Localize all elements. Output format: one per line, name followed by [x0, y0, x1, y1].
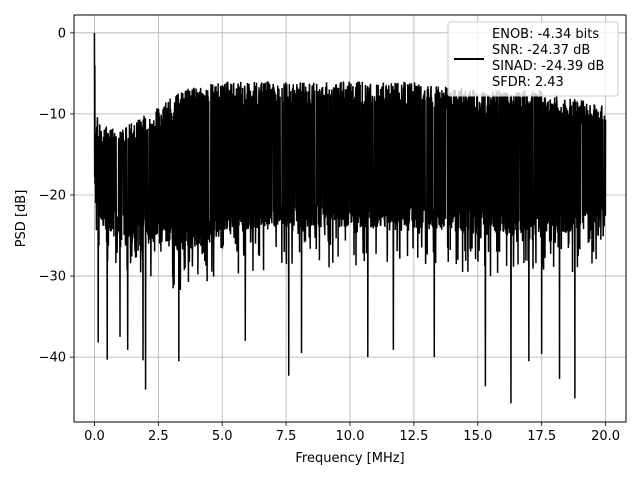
legend-entry-sfdr: SFDR: 2.43 — [492, 75, 564, 90]
legend-box — [447, 21, 619, 97]
legend-entry-sinad: SINAD: -24.39 dB — [492, 59, 604, 74]
y-axis-label: PSD [dB] — [14, 190, 29, 248]
x-tick-label: 20.0 — [591, 429, 620, 444]
x-tick-label: 5.0 — [212, 429, 233, 444]
legend: ENOB: -4.34 bits SNR: -24.37 dB SINAD: -… — [447, 21, 619, 97]
x-axis: 0.0 2.5 5.0 7.5 10.0 12.5 15.0 17.5 20.0 — [84, 422, 620, 444]
y-tick-label: −20 — [39, 188, 66, 203]
y-tick-label: −40 — [39, 351, 66, 366]
y-axis: 0 −10 −20 −30 −40 — [39, 26, 74, 366]
legend-entry-snr: SNR: -24.37 dB — [492, 43, 590, 58]
x-tick-label: 10.0 — [336, 429, 365, 444]
y-tick-label: −30 — [39, 270, 66, 285]
psd-line — [93, 32, 607, 404]
x-tick-label: 15.0 — [463, 429, 492, 444]
legend-entry-enob: ENOB: -4.34 bits — [492, 27, 599, 42]
x-axis-label: Frequency [MHz] — [295, 451, 404, 466]
x-tick-label: 0.0 — [84, 429, 105, 444]
x-tick-label: 17.5 — [527, 429, 556, 444]
x-tick-label: 12.5 — [399, 429, 428, 444]
x-tick-label: 2.5 — [148, 429, 169, 444]
x-tick-label: 7.5 — [276, 429, 297, 444]
psd-series — [93, 32, 607, 404]
y-tick-label: 0 — [58, 26, 66, 41]
y-tick-label: −10 — [39, 107, 66, 122]
